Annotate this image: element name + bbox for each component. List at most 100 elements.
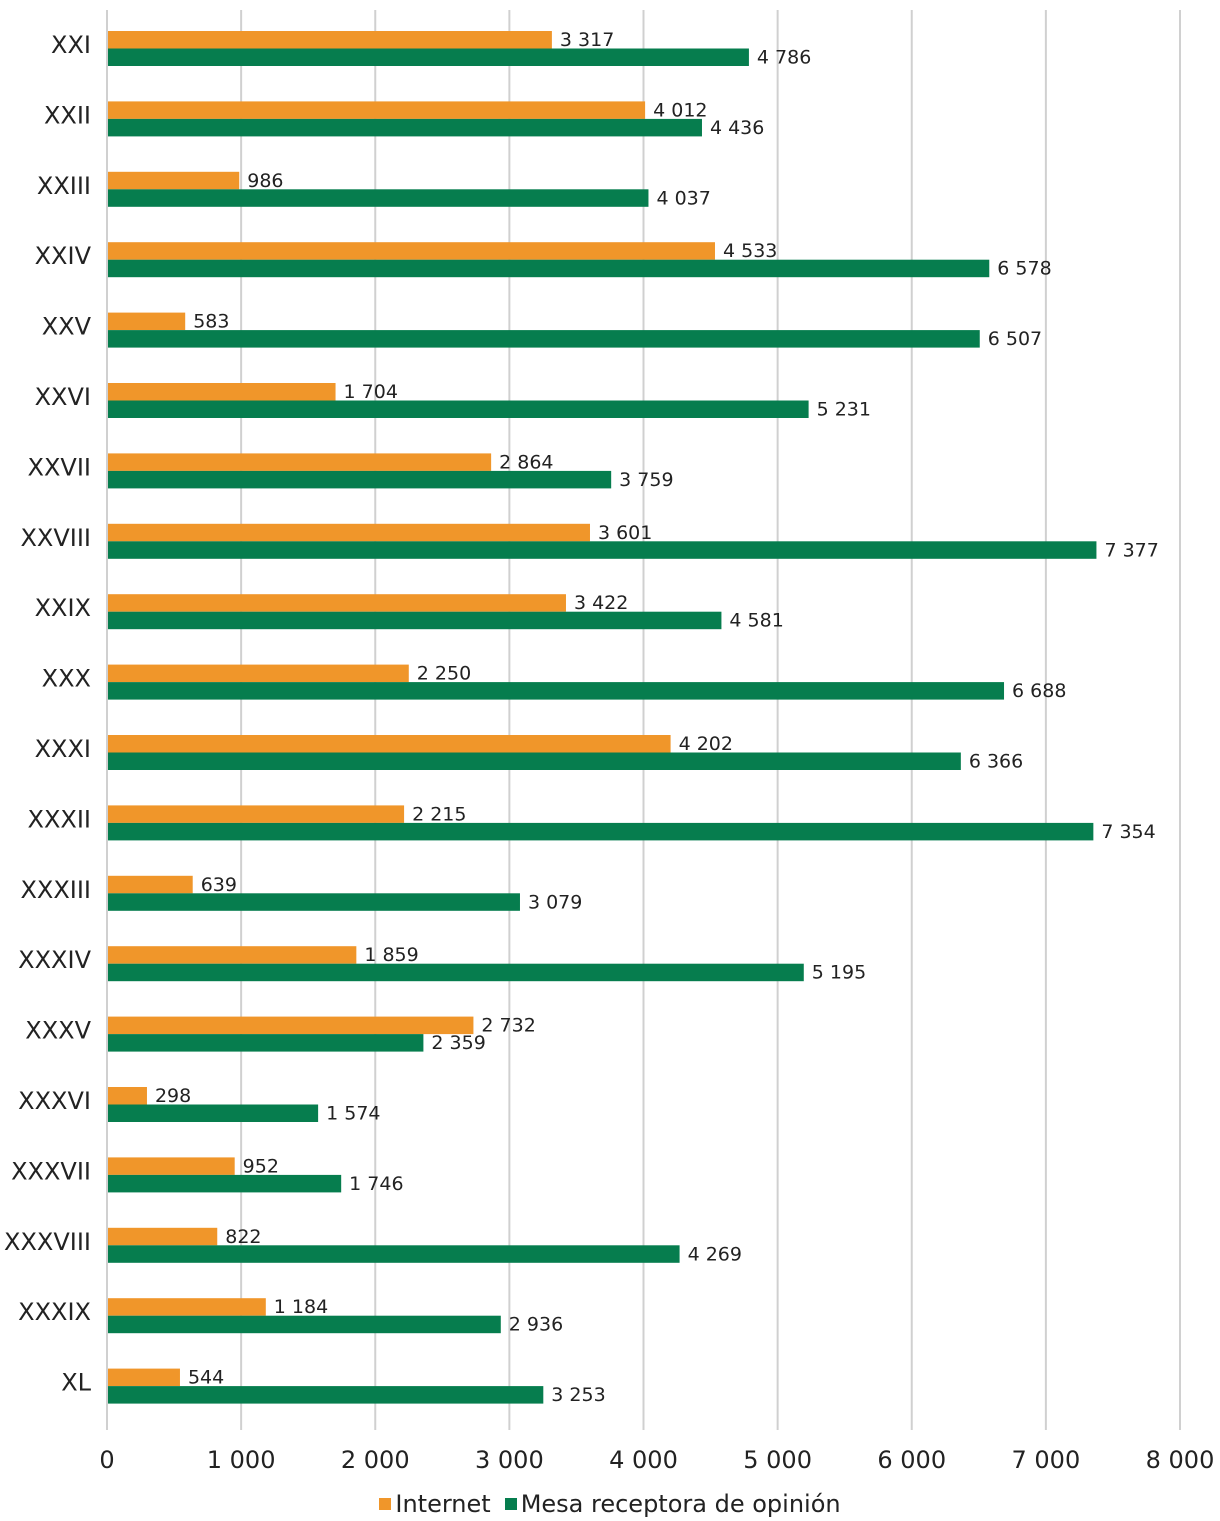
data-label: 2 732 <box>481 1015 535 1037</box>
data-label: 3 601 <box>598 522 652 544</box>
data-label: 5 231 <box>817 399 871 421</box>
category-label: XXXI <box>35 735 91 763</box>
data-label: 5 195 <box>812 962 866 984</box>
bar-mesa <box>107 330 980 348</box>
data-label: 6 366 <box>969 751 1023 773</box>
bar-mesa <box>107 118 702 137</box>
bar-mesa <box>107 1034 424 1052</box>
data-label: 3 759 <box>619 469 673 491</box>
bar-internet <box>107 1298 266 1316</box>
bar-mesa <box>107 822 1094 841</box>
data-label: 2 250 <box>417 663 471 685</box>
data-label: 4 786 <box>757 47 811 69</box>
data-label: 4 436 <box>710 117 764 139</box>
data-label: 986 <box>247 170 283 192</box>
data-label: 298 <box>155 1085 191 1107</box>
data-label: 952 <box>243 1155 279 1177</box>
category-label: XXIV <box>35 242 92 270</box>
bar-mesa <box>107 963 804 982</box>
category-label: XXI <box>51 31 91 59</box>
bar-internet <box>107 1157 235 1175</box>
data-label: 583 <box>193 311 229 333</box>
legend-label-mesa: Mesa receptora de opinión <box>520 1490 841 1518</box>
legend-label-internet: Internet <box>395 1490 491 1518</box>
bar-mesa <box>107 1174 342 1193</box>
bar-internet <box>107 383 336 401</box>
bar-mesa <box>107 48 749 66</box>
legend-item-mesa: Mesa receptora de opinión <box>504 1490 841 1518</box>
data-label: 6 688 <box>1012 680 1066 702</box>
bar-internet <box>107 594 566 612</box>
data-label: 4 533 <box>723 240 777 262</box>
data-label: 4 202 <box>679 733 733 755</box>
bar-internet <box>107 664 409 683</box>
data-label: 3 422 <box>574 592 628 614</box>
data-label: 3 253 <box>551 1384 605 1406</box>
category-label: XXXIV <box>18 946 91 974</box>
category-label: XXII <box>44 101 91 129</box>
data-label: 1 574 <box>326 1103 380 1125</box>
category-label: XXVI <box>35 383 91 411</box>
data-label: 639 <box>201 874 237 896</box>
legend-swatch-mesa <box>504 1498 517 1510</box>
bar-mesa <box>107 1386 544 1404</box>
bar-mesa <box>107 1245 680 1263</box>
x-tick-label: 1 000 <box>207 1446 276 1474</box>
bar-internet <box>107 1087 147 1105</box>
bar-internet <box>107 242 715 260</box>
x-tick-label: 2 000 <box>341 1446 410 1474</box>
bar-mesa <box>107 470 612 489</box>
data-label: 7 354 <box>1101 821 1155 843</box>
bar-mesa <box>107 259 990 278</box>
x-tick-label: 5 000 <box>743 1446 812 1474</box>
data-label: 4 269 <box>688 1243 742 1265</box>
category-label: XXXVII <box>11 1157 91 1185</box>
data-label: 4 012 <box>653 99 707 121</box>
x-tick-label: 0 <box>99 1446 114 1474</box>
data-label: 2 864 <box>499 451 553 473</box>
bar-mesa <box>107 752 961 770</box>
legend-swatch-internet <box>379 1498 392 1510</box>
data-label: 822 <box>225 1226 261 1248</box>
data-label: 6 578 <box>997 258 1051 280</box>
legend: Internet Mesa receptora de opinión <box>0 1490 1220 1518</box>
data-label: 2 936 <box>509 1314 563 1336</box>
data-label: 544 <box>188 1367 224 1389</box>
bar-internet <box>107 946 357 964</box>
bar-mesa <box>107 541 1097 559</box>
x-tick-label: 7 000 <box>1012 1446 1081 1474</box>
bar-internet <box>107 1368 180 1387</box>
category-label: XXV <box>42 313 92 341</box>
bar-internet <box>107 453 492 471</box>
category-label: XXXVI <box>18 1087 91 1115</box>
category-label: XXXVIII <box>4 1228 91 1256</box>
data-label: 1 746 <box>349 1173 403 1195</box>
data-label: 1 184 <box>274 1296 328 1318</box>
data-label: 6 507 <box>988 328 1042 350</box>
bar-internet <box>107 805 405 823</box>
category-label: XXXII <box>28 805 91 833</box>
x-tick-label: 8 000 <box>1146 1446 1215 1474</box>
data-label: 4 037 <box>656 187 710 209</box>
bar-internet <box>107 735 671 753</box>
bar-internet <box>107 101 646 119</box>
x-tick-label: 3 000 <box>475 1446 544 1474</box>
category-label: XXVII <box>28 453 91 481</box>
data-label: 2 359 <box>431 1032 485 1054</box>
category-label: XXXV <box>25 1017 91 1045</box>
category-label: XXIII <box>37 172 91 200</box>
bar-internet <box>107 1016 474 1035</box>
data-label: 1 859 <box>364 944 418 966</box>
data-label: 7 377 <box>1104 539 1158 561</box>
x-tick-label: 6 000 <box>877 1446 946 1474</box>
bar-internet <box>107 31 552 49</box>
bar-mesa <box>107 682 1005 700</box>
bar-internet <box>107 523 590 542</box>
data-label: 3 079 <box>528 891 582 913</box>
legend-item-internet: Internet <box>379 1490 491 1518</box>
bar-mesa <box>107 189 649 207</box>
category-label: XXXIII <box>20 876 91 904</box>
data-label: 4 581 <box>729 610 783 632</box>
bar-internet <box>107 312 186 331</box>
